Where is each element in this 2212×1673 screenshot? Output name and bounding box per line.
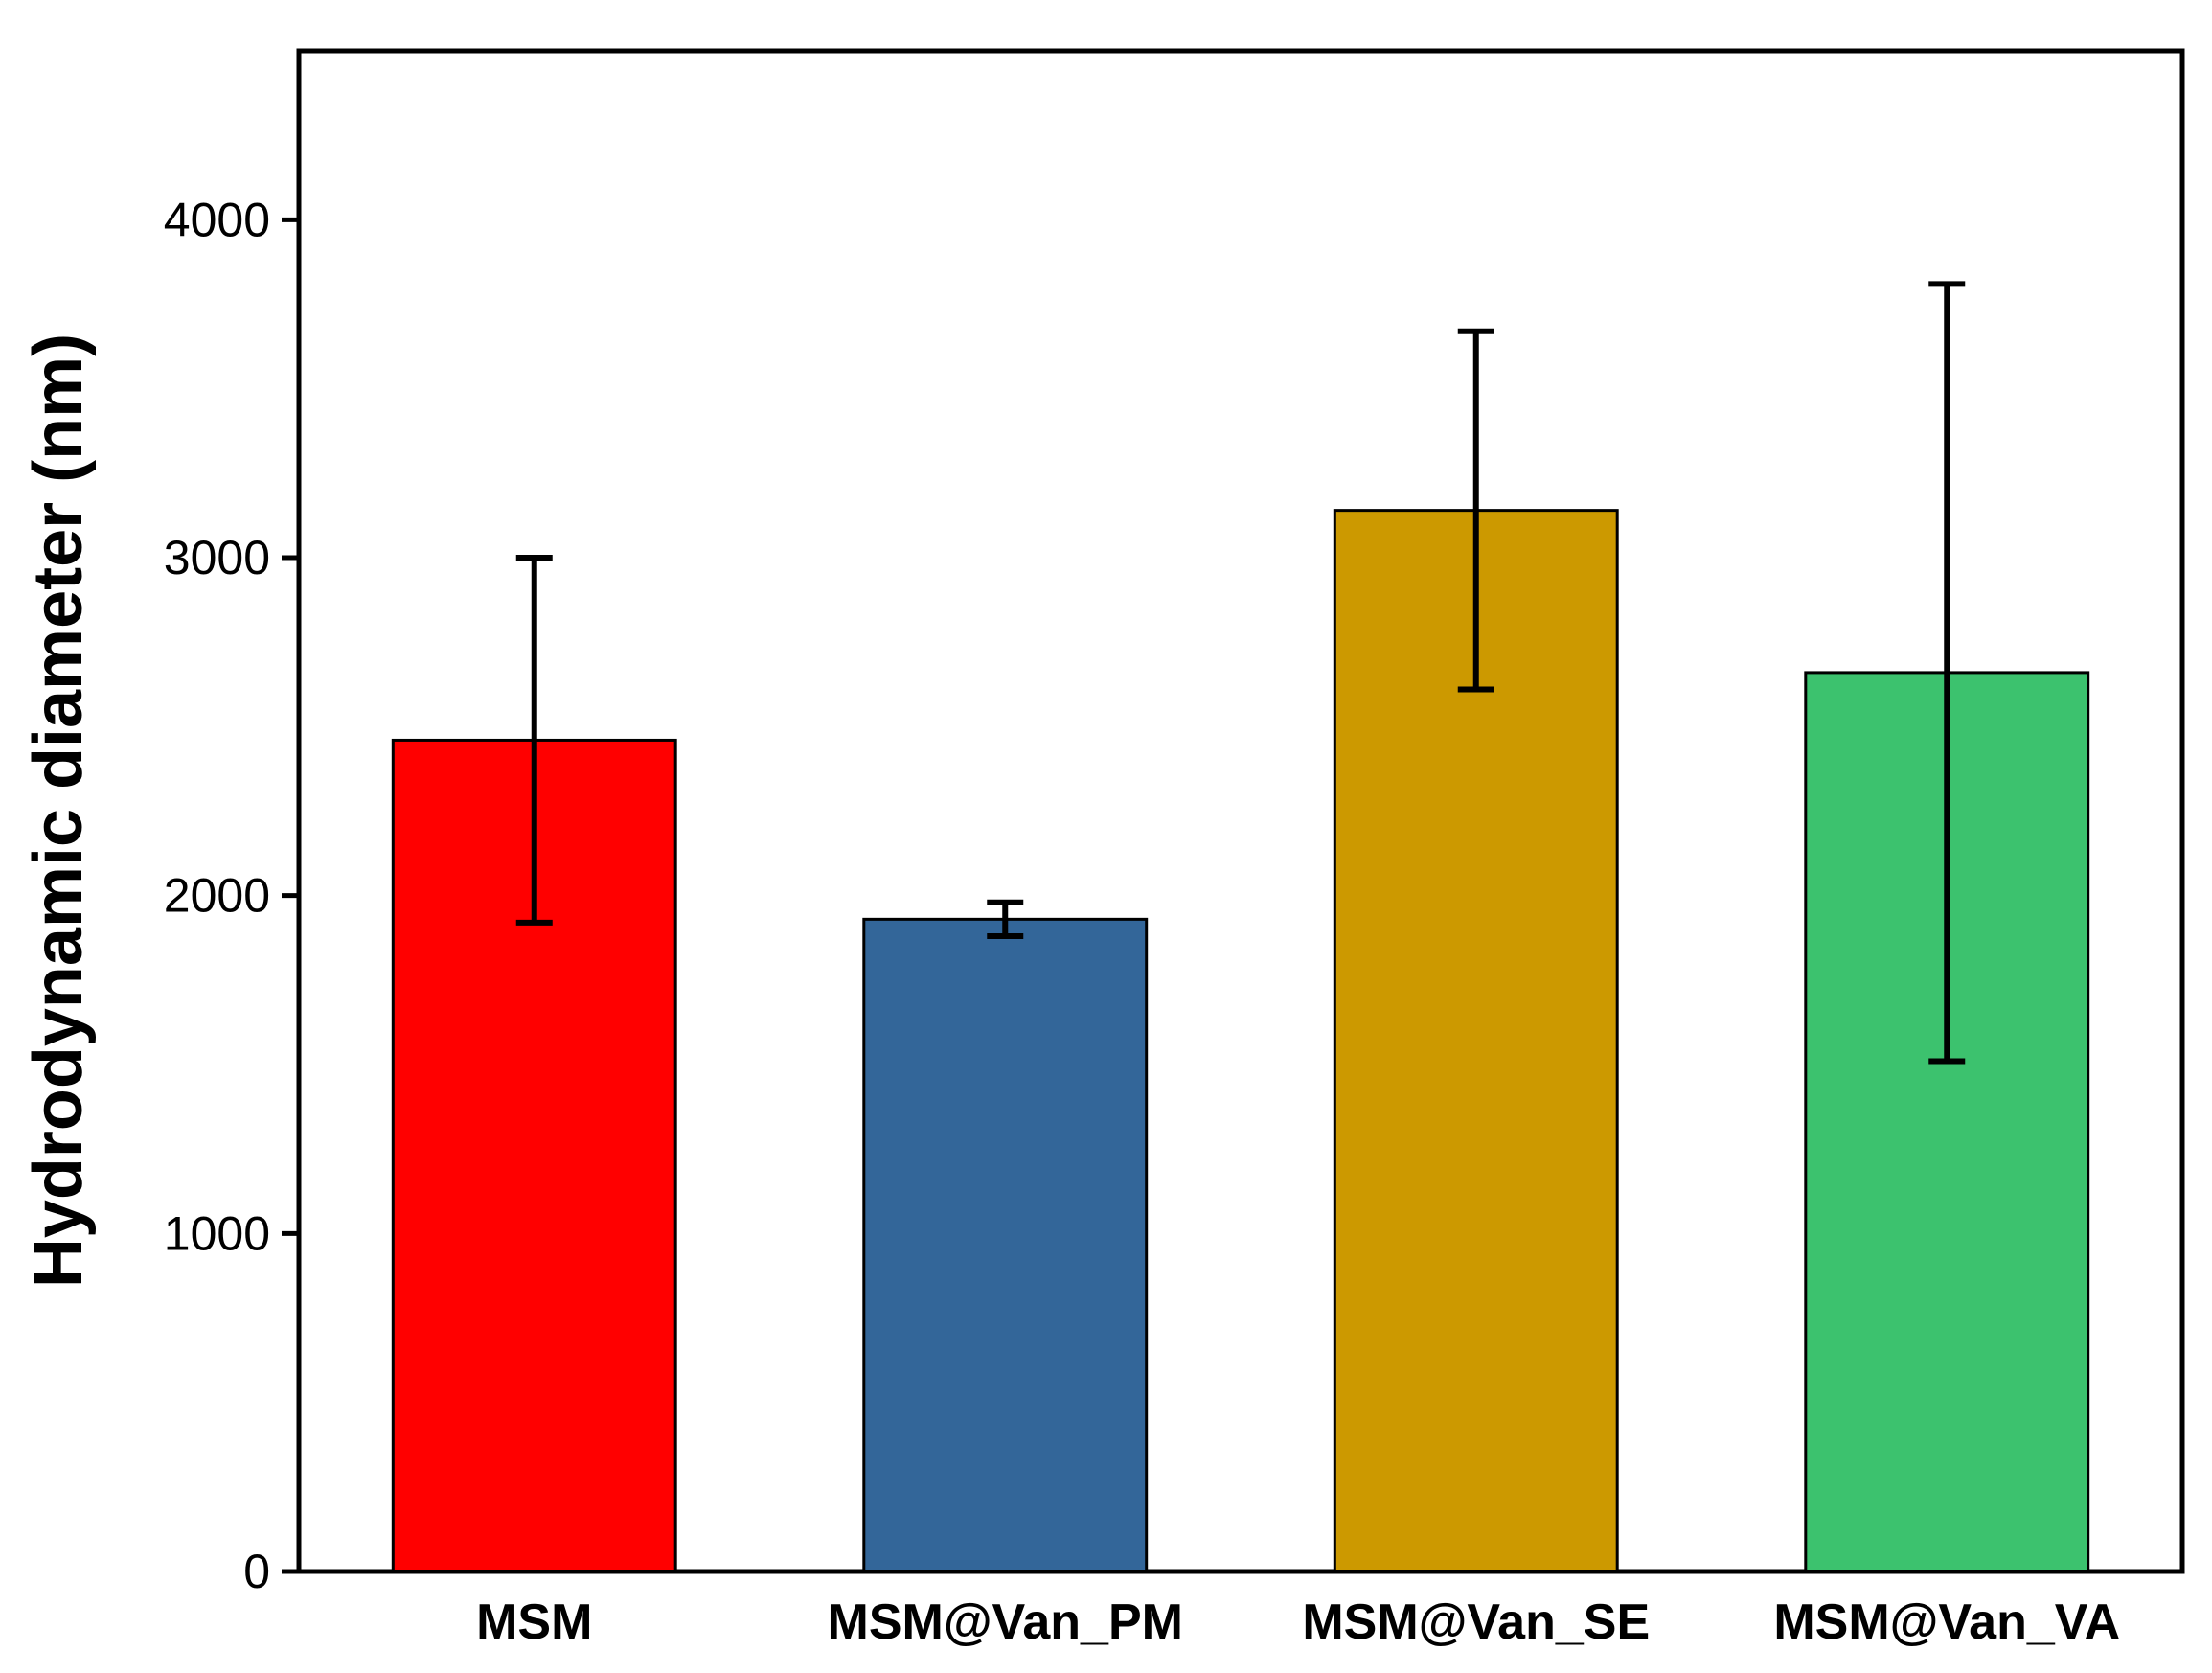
x-tick-label: MSM (476, 1594, 592, 1650)
y-tick-label: 3000 (164, 531, 270, 584)
y-tick-label: 4000 (164, 193, 270, 246)
y-tick-label: 2000 (164, 869, 270, 923)
error-bar-msm-van-se (1457, 328, 1494, 693)
y-axis-title: Hydrodynamic diameter (nm) (20, 333, 97, 1288)
x-tick-label: MSM@Van_PM (828, 1594, 1183, 1650)
error-bar-msm (515, 555, 553, 926)
x-tick-label: MSM@Van_VA (1773, 1594, 2120, 1650)
bar-msm-van-pm (862, 917, 1149, 1573)
error-bars (515, 281, 1966, 1065)
bars (391, 509, 2090, 1573)
error-bar-msm-van-pm (987, 899, 1024, 939)
error-bar-msm-van-va (1928, 281, 1966, 1065)
y-axis-ticks: 0 1000 2000 3000 4000 (164, 193, 299, 1598)
y-tick-label: 0 (243, 1545, 270, 1598)
x-axis-labels: MSM MSM@Van_PM MSM@Van_SE MSM@Van_VA (476, 1594, 2120, 1650)
x-tick-label: MSM@Van_SE (1302, 1594, 1650, 1650)
y-tick-label: 1000 (164, 1206, 270, 1260)
plot-frame (296, 48, 2185, 1574)
